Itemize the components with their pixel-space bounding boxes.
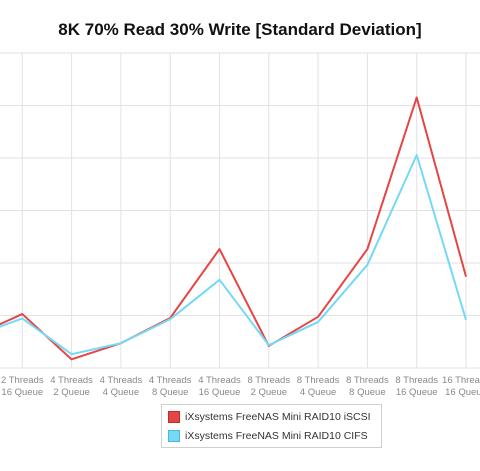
x-tick-label: 8 Queue bbox=[152, 387, 188, 398]
x-tick-label: 8 Threads bbox=[395, 375, 438, 386]
legend-item-iscsi[interactable]: iXsystems FreeNAS Mini RAID10 iSCSI bbox=[168, 410, 371, 424]
chart-lines bbox=[0, 96, 467, 361]
legend-item-cifs[interactable]: iXsystems FreeNAS Mini RAID10 CIFS bbox=[168, 429, 368, 443]
x-tick-label: 2 Queue bbox=[53, 387, 89, 398]
x-tick-label: 16 Queue bbox=[445, 387, 480, 398]
x-tick-label: 4 Threads bbox=[198, 375, 241, 386]
x-tick-label: 4 Queue bbox=[300, 387, 336, 398]
legend-swatch-cifs bbox=[168, 430, 180, 442]
x-tick-label: 4 Queue bbox=[103, 387, 139, 398]
legend: iXsystems FreeNAS Mini RAID10 iSCSI iXsy… bbox=[161, 404, 382, 448]
x-tick-label: 16 Queue bbox=[199, 387, 241, 398]
legend-label-cifs: iXsystems FreeNAS Mini RAID10 CIFS bbox=[185, 430, 368, 442]
x-tick-label: 8 Threads bbox=[346, 375, 389, 386]
chart-grid bbox=[0, 52, 480, 369]
x-tick-label: 2 Threads bbox=[1, 375, 44, 386]
x-tick-label: 4 Threads bbox=[50, 375, 93, 386]
x-tick-label: 4 Threads bbox=[149, 375, 192, 386]
x-tick-label: 8 Threads bbox=[297, 375, 340, 386]
x-tick-label: 16 Queue bbox=[1, 387, 43, 398]
legend-swatch-iscsi bbox=[168, 411, 180, 423]
x-tick-label: 16 Threads bbox=[442, 375, 480, 386]
legend-label-iscsi: iXsystems FreeNAS Mini RAID10 iSCSI bbox=[185, 411, 371, 423]
x-tick-label: 2 Queue bbox=[251, 387, 287, 398]
x-tick-label: 8 Queue bbox=[349, 387, 385, 398]
chart-title: 8K 70% Read 30% Write [Standard Deviatio… bbox=[58, 20, 422, 39]
x-tick-label: 16 Queue bbox=[396, 387, 438, 398]
series-line-1 bbox=[0, 153, 467, 356]
x-tick-label: 8 Threads bbox=[247, 375, 290, 386]
x-tick-label: 4 Threads bbox=[100, 375, 143, 386]
series-line-0 bbox=[0, 96, 467, 361]
